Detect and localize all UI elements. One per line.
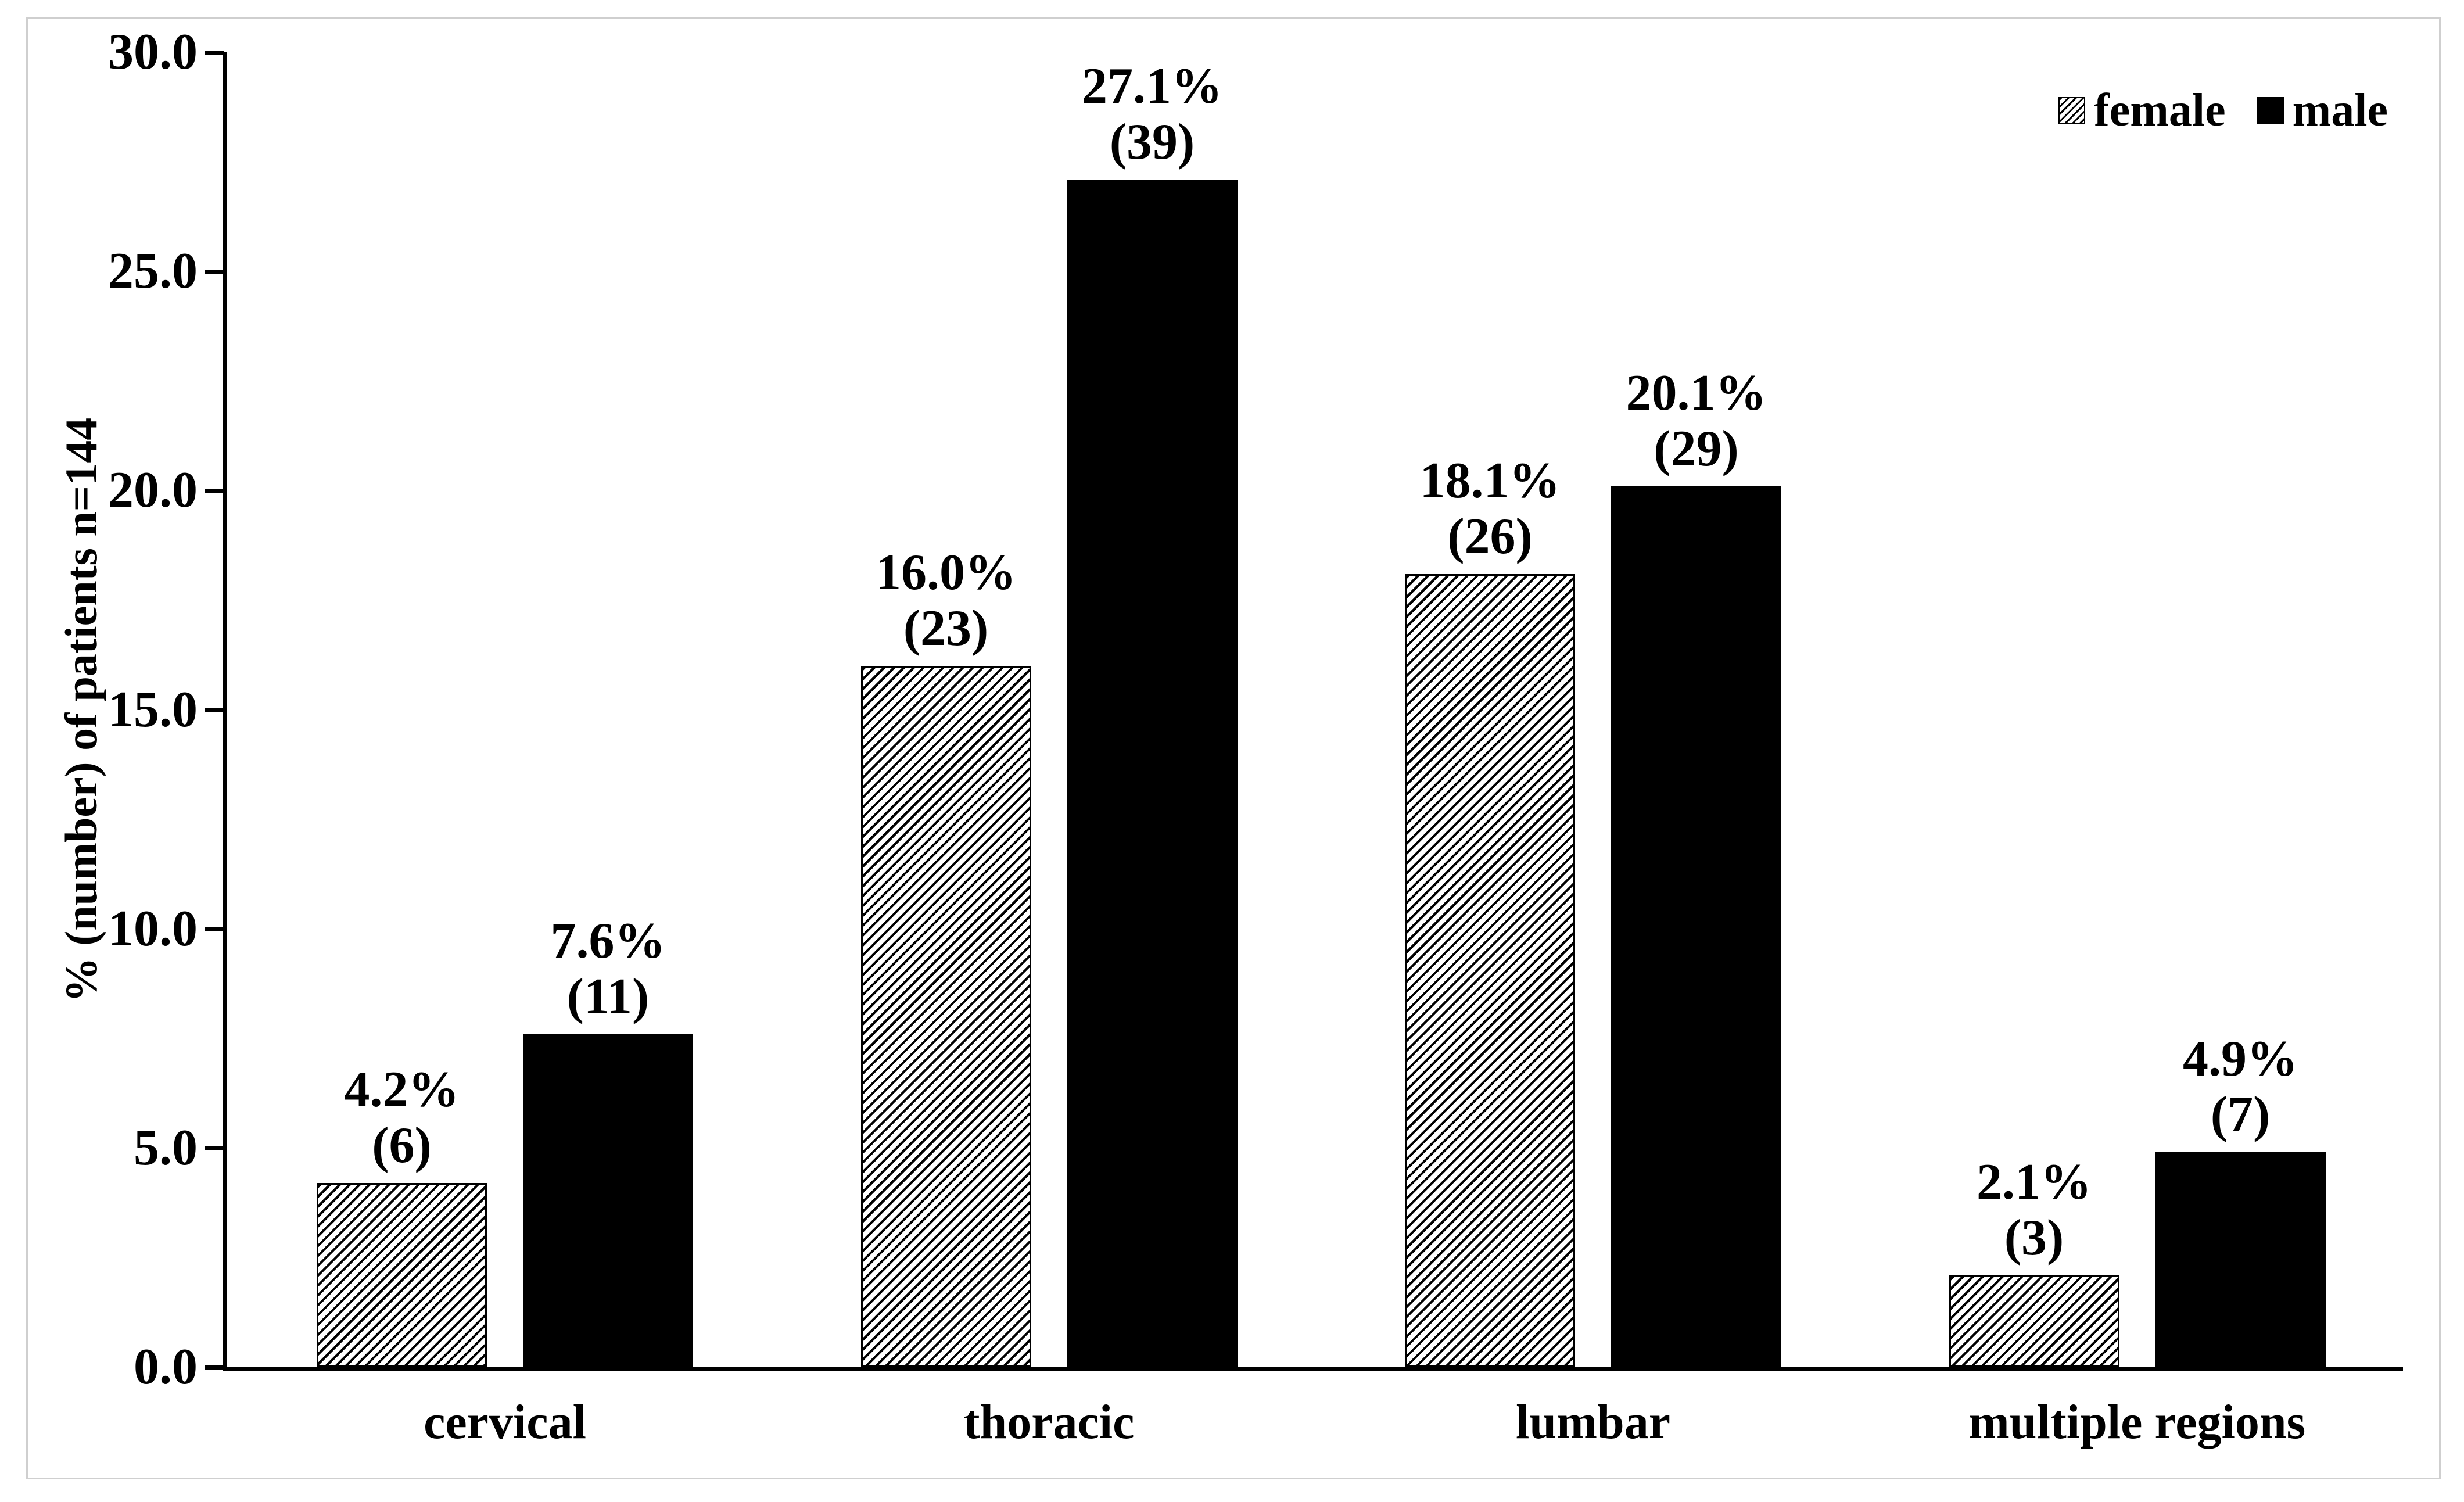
plot-area: 30.0 25.0 20.0 15.0 10.0 5.0 0.0 4.2% (6) 7.6% (11… [108,24,2403,1395]
bar-female-thoracic [860,666,1031,1367]
count-label: (6) [372,1117,432,1174]
count-label: (3) [2004,1209,2064,1266]
percent-label: 7.6% [550,912,666,969]
x-axis-labels: cervical thoracic lumbar multiple regions [227,1393,2403,1463]
y-tick-label: 5.0 [134,1119,198,1176]
legend-item-male: male [2257,84,2388,137]
female-hatched-swatch-icon [2058,97,2086,124]
legend-label-male: male [2292,84,2388,136]
percent-label: 4.9% [2183,1031,2298,1088]
bar-label-female-cervical: 4.2% (6) [345,1062,460,1174]
bar-female-cervical [317,1183,487,1367]
y-tick-mark [205,1146,224,1150]
percent-label: 2.1% [1977,1153,2092,1210]
x-category-label-lumbar: lumbar [1515,1395,1671,1449]
count-label: (29) [1654,420,1739,477]
y-tick-mark [205,488,224,493]
bar-male-lumbar [1611,486,1781,1367]
x-axis-line [223,1367,2403,1371]
y-tick-mark [205,269,224,274]
legend: female male [2058,81,2388,139]
bar-label-male-multiple-regions: 4.9% (7) [2183,1031,2298,1143]
x-category-label-cervical: cervical [424,1395,586,1449]
bar-female-lumbar [1405,573,1575,1367]
count-label: (11) [566,968,650,1025]
bar-male-thoracic [1067,179,1238,1367]
y-tick-label: 15.0 [108,681,198,738]
male-solid-swatch-icon [2257,97,2284,124]
y-tick-mark [205,1365,224,1370]
y-tick-mark [205,927,224,931]
count-label: (23) [903,600,989,657]
bar-label-female-multiple-regions: 2.1% (3) [1977,1153,2092,1266]
bar-female-multiple-regions [1949,1275,2119,1367]
bar-male-cervical [523,1034,693,1367]
y-axis-line [223,52,227,1370]
percent-label: 27.1% [1082,58,1222,114]
percent-label: 18.1% [1419,452,1561,509]
y-tick-mark [205,50,224,55]
figure-frame [26,17,2441,1479]
bar-label-female-thoracic: 16.0% (23) [876,545,1016,657]
y-tick-label: 0.0 [134,1339,198,1395]
bar-label-male-cervical: 7.6% (11) [551,913,666,1025]
y-tick-label: 10.0 [108,900,198,957]
count-label: (39) [1109,113,1195,170]
legend-item-female: female [2058,84,2226,137]
count-label: (26) [1447,508,1533,565]
percent-label: 16.0% [876,544,1016,601]
legend-label-female: female [2094,84,2226,136]
x-category-label-multiple-regions: multiple regions [1968,1395,2306,1449]
y-tick-label: 25.0 [108,243,198,300]
x-category-label-thoracic: thoracic [963,1395,1135,1449]
bar-label-male-lumbar: 20.1% (29) [1626,365,1767,477]
bar-label-male-thoracic: 27.1% (39) [1082,58,1222,170]
bar-male-multiple-regions [2155,1152,2326,1367]
bar-label-female-lumbar: 18.1% (26) [1420,453,1561,565]
percent-label: 4.2% [344,1062,460,1119]
percent-label: 20.1% [1626,364,1767,421]
count-label: (7) [2210,1087,2271,1143]
y-tick-label: 30.0 [108,24,198,80]
y-tick-label: 20.0 [108,462,198,519]
y-tick-mark [205,708,224,712]
